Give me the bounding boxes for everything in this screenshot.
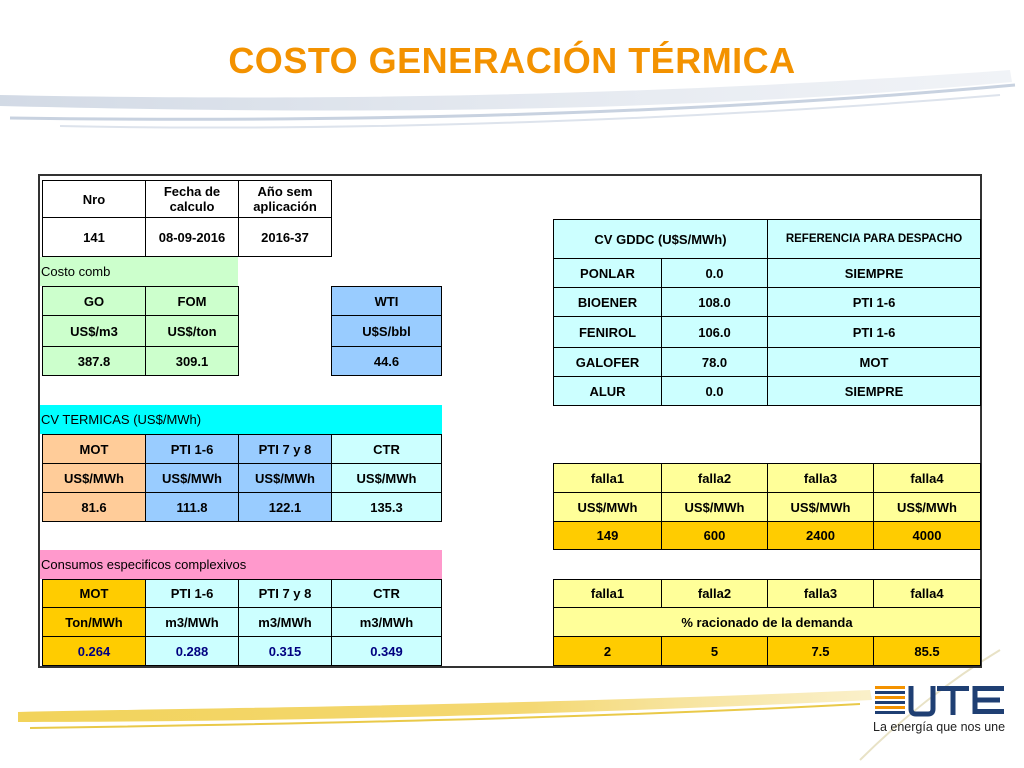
cv-termicas-unit: US$/MWh xyxy=(145,463,239,493)
cv-termicas-value: 111.8 xyxy=(145,492,239,522)
header-fecha-label: Fecha de calculo xyxy=(145,180,239,218)
gddc-row-ref: PTI 1-6 xyxy=(767,316,981,348)
falla-costo-col: falla3 xyxy=(767,463,874,493)
wti-unit: U$S/bbl xyxy=(331,315,442,347)
consumos-value: 0.315 xyxy=(238,636,332,666)
ute-logo xyxy=(875,686,1004,717)
top-swoosh-line xyxy=(9,83,1016,121)
fom-name: FOM xyxy=(145,286,239,316)
header-nro-label: Nro xyxy=(42,180,146,218)
gddc-row-ref: PTI 1-6 xyxy=(767,287,981,317)
gddc-row-name: PONLAR xyxy=(553,258,662,288)
falla-costo-unit: US$/MWh xyxy=(767,492,874,522)
falla-costo-value: 600 xyxy=(661,521,768,550)
header-fecha-value: 08-09-2016 xyxy=(145,217,239,257)
consumos-unit: m3/MWh xyxy=(145,607,239,637)
falla-costo-col: falla2 xyxy=(661,463,768,493)
header-anio-label: Año sem aplicación xyxy=(238,180,332,218)
gddc-row-value: 108.0 xyxy=(661,287,768,317)
ute-logo-letters xyxy=(908,686,1004,717)
falla-costo-unit: US$/MWh xyxy=(553,492,662,522)
cv-termicas-unit: US$/MWh xyxy=(331,463,442,493)
falla-racionado-value: 2 xyxy=(553,636,662,666)
cv-termicas-col: PTI 7 y 8 xyxy=(238,434,332,464)
cv-termicas-col: CTR xyxy=(331,434,442,464)
header-nro-value: 141 xyxy=(42,217,146,257)
cv-termicas-col: PTI 1-6 xyxy=(145,434,239,464)
wti-value: 44.6 xyxy=(331,346,442,376)
falla-costo-col: falla4 xyxy=(873,463,981,493)
cv-termicas-value: 122.1 xyxy=(238,492,332,522)
spreadsheet-area: Nro Fecha de calculo Año sem aplicación … xyxy=(38,174,982,668)
gddc-row-ref: SIEMPRE xyxy=(767,376,981,406)
costo-comb-label: Costo comb xyxy=(40,257,238,286)
bottom-swoosh-line-2 xyxy=(859,649,1001,761)
cv-termicas-label: CV TERMICAS (US$/MWh) xyxy=(40,405,442,434)
top-swoosh-line-2 xyxy=(59,94,1001,129)
gddc-row-value: 0.0 xyxy=(661,376,768,406)
go-value: 387.8 xyxy=(42,346,146,376)
page-title: COSTO GENERACIÓN TÉRMICA xyxy=(228,40,796,81)
falla-costo-value: 4000 xyxy=(873,521,981,550)
gddc-row-name: FENIROL xyxy=(553,316,662,348)
consumos-value: 0.264 xyxy=(42,636,146,666)
gddc-row-ref: MOT xyxy=(767,347,981,377)
falla-racionado-value: 85.5 xyxy=(873,636,981,666)
consumos-unit: m3/MWh xyxy=(331,607,442,637)
gddc-row-name: ALUR xyxy=(553,376,662,406)
consumos-col: CTR xyxy=(331,579,442,608)
top-swoosh-band xyxy=(0,70,1012,111)
ute-logo-stripes-icon xyxy=(875,686,905,714)
fom-unit: US$/ton xyxy=(145,315,239,347)
go-unit: US$/m3 xyxy=(42,315,146,347)
consumos-col: PTI 7 y 8 xyxy=(238,579,332,608)
bottom-swoosh-band xyxy=(18,690,872,722)
header-anio-value: 2016-37 xyxy=(238,217,332,257)
consumos-col: PTI 1-6 xyxy=(145,579,239,608)
gddc-row-value: 0.0 xyxy=(661,258,768,288)
consumos-unit: Ton/MWh xyxy=(42,607,146,637)
falla-costo-value: 2400 xyxy=(767,521,874,550)
falla-costo-unit: US$/MWh xyxy=(661,492,768,522)
falla-racionado-col: falla2 xyxy=(661,579,768,608)
consumos-label: Consumos especificos complexivos xyxy=(40,550,442,579)
falla-racionado-value: 7.5 xyxy=(767,636,874,666)
cv-termicas-value: 81.6 xyxy=(42,492,146,522)
gddc-row-ref: SIEMPRE xyxy=(767,258,981,288)
gddc-header-ref: REFERENCIA PARA DESPACHO xyxy=(767,219,981,259)
falla-racionado-col: falla3 xyxy=(767,579,874,608)
consumos-unit: m3/MWh xyxy=(238,607,332,637)
falla-costo-unit: US$/MWh xyxy=(873,492,981,522)
cv-termicas-unit: US$/MWh xyxy=(42,463,146,493)
falla-racionado-label: % racionado de la demanda xyxy=(553,607,981,637)
gddc-row-value: 78.0 xyxy=(661,347,768,377)
consumos-value: 0.288 xyxy=(145,636,239,666)
wti-name: WTI xyxy=(331,286,442,316)
falla-racionado-value: 5 xyxy=(661,636,768,666)
cv-termicas-value: 135.3 xyxy=(331,492,442,522)
falla-costo-value: 149 xyxy=(553,521,662,550)
gddc-row-name: BIOENER xyxy=(553,287,662,317)
ute-tagline: La energía que nos une xyxy=(873,720,1006,734)
gddc-header-cv: CV GDDC (U$S/MWh) xyxy=(553,219,768,259)
falla-costo-col: falla1 xyxy=(553,463,662,493)
gddc-row-name: GALOFER xyxy=(553,347,662,377)
falla-racionado-col: falla4 xyxy=(873,579,981,608)
cv-termicas-unit: US$/MWh xyxy=(238,463,332,493)
consumos-value: 0.349 xyxy=(331,636,442,666)
gddc-row-value: 106.0 xyxy=(661,316,768,348)
falla-racionado-col: falla1 xyxy=(553,579,662,608)
go-name: GO xyxy=(42,286,146,316)
consumos-col: MOT xyxy=(42,579,146,608)
cv-termicas-col: MOT xyxy=(42,434,146,464)
fom-value: 309.1 xyxy=(145,346,239,376)
bottom-swoosh-line xyxy=(29,703,861,729)
